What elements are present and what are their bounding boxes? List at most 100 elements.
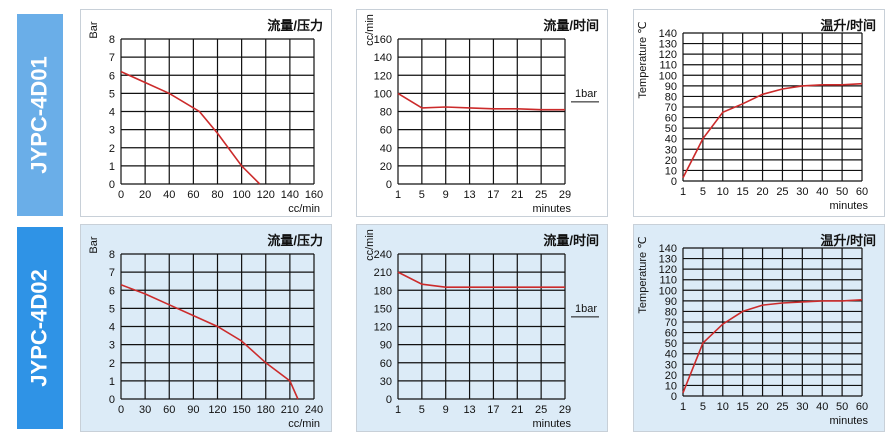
x-tick-label: 30: [139, 404, 151, 416]
x-tick-label: 30: [796, 186, 808, 198]
y-tick-label: 60: [380, 358, 392, 370]
x-tick-label: 20: [756, 401, 768, 413]
x-tick-label: 0: [118, 404, 124, 416]
chart-panel-4d01-flow: 1 5 9 13 17 21 25 29 0 20 40 60 80 100 120 140 160 流量/时间 m…: [356, 9, 608, 217]
x-tick-label: 100: [232, 189, 250, 201]
y-tick-label: 120: [374, 70, 392, 82]
x-tick-label: 10: [717, 401, 729, 413]
x-tick-label: 5: [700, 186, 706, 198]
y-axis-label: Temperature ℃: [637, 21, 649, 98]
y-tick-label: 2: [109, 143, 115, 155]
y-tick-label: 140: [659, 243, 677, 255]
y-tick-label: 240: [374, 249, 392, 261]
y-tick-label: 110: [659, 275, 677, 287]
y-tick-label: 100: [659, 70, 677, 82]
series-line: [682, 299, 863, 394]
y-tick-label: 70: [665, 102, 677, 114]
y-tick-label: 130: [659, 39, 677, 51]
y-tick-label: 70: [665, 317, 677, 329]
x-tick-label: 210: [281, 404, 299, 416]
x-tick-label: 9: [443, 189, 449, 201]
x-axis-label: minutes: [829, 415, 868, 427]
y-tick-label: 30: [665, 359, 677, 371]
y-axis-label: cc/min: [364, 229, 376, 261]
x-tick-label: 40: [816, 401, 828, 413]
y-tick-label: 7: [109, 52, 115, 64]
y-tick-label: 180: [374, 285, 392, 297]
y-tick-label: 4: [109, 322, 115, 334]
x-tick-label: 30: [796, 401, 808, 413]
x-tick-label: 40: [816, 186, 828, 198]
x-tick-label: 29: [559, 404, 571, 416]
chart-title: 流量/时间: [543, 233, 599, 248]
chart-title: 流量/时间: [543, 18, 599, 33]
chart-panel-4d02-temp: 1 5 10 15 20 25 30 40 50 60 0 10 20 30 40 50 60 70 80 90 100…: [633, 224, 885, 432]
y-tick-label: 6: [109, 285, 115, 297]
y-tick-label: 110: [659, 60, 677, 72]
x-tick-label: 60: [187, 189, 199, 201]
x-tick-label: 20: [756, 186, 768, 198]
row-label-text: JYPC-4D02: [27, 269, 53, 387]
x-tick-label: 13: [463, 189, 475, 201]
y-tick-label: 0: [386, 179, 392, 191]
x-tick-label: 0: [118, 189, 124, 201]
series-line: [397, 271, 565, 289]
y-tick-label: 80: [665, 306, 677, 318]
y-tick-label: 4: [109, 107, 115, 119]
y-tick-label: 5: [109, 88, 115, 100]
x-tick-label: 60: [856, 186, 868, 198]
y-tick-label: 0: [109, 179, 115, 191]
y-tick-label: 3: [109, 125, 115, 137]
y-tick-label: 140: [374, 52, 392, 64]
x-tick-label: 140: [281, 189, 299, 201]
y-tick-label: 50: [665, 123, 677, 135]
chart-panel-4d02-flow: 1 5 9 13 17 21 25 29 0 30 60 90 120 150 180 210 240 流量/时间…: [356, 224, 608, 432]
y-tick-label: 120: [659, 49, 677, 61]
x-tick-label: 1: [680, 186, 686, 198]
y-tick-label: 3: [109, 340, 115, 352]
y-tick-label: 120: [659, 264, 677, 276]
row-label-text: JYPC-4D01: [27, 56, 53, 174]
x-tick-label: 60: [856, 401, 868, 413]
x-axis-label: minutes: [829, 200, 868, 212]
series-line: [682, 82, 863, 179]
y-tick-label: 120: [374, 322, 392, 334]
chart-title: 温升/时间: [820, 233, 876, 248]
annotation-label: 1bar: [575, 88, 597, 100]
y-tick-label: 5: [109, 303, 115, 315]
x-tick-label: 80: [211, 189, 223, 201]
x-axis-label: minutes: [532, 418, 571, 430]
y-tick-label: 60: [380, 125, 392, 137]
x-tick-label: 1: [395, 404, 401, 416]
y-tick-label: 80: [665, 91, 677, 103]
y-tick-label: 90: [380, 340, 392, 352]
x-tick-label: 10: [717, 186, 729, 198]
x-tick-label: 160: [305, 189, 323, 201]
x-tick-label: 13: [463, 404, 475, 416]
y-tick-label: 40: [665, 349, 677, 361]
y-tick-label: 7: [109, 267, 115, 279]
y-axis-label: cc/min: [364, 14, 376, 46]
x-tick-label: 40: [163, 189, 175, 201]
x-tick-label: 21: [511, 404, 523, 416]
x-axis-label: cc/min: [288, 203, 320, 215]
x-tick-label: 25: [776, 186, 788, 198]
y-tick-label: 8: [109, 34, 115, 46]
x-tick-label: 29: [559, 189, 571, 201]
x-tick-label: 17: [487, 404, 499, 416]
x-tick-label: 25: [535, 404, 547, 416]
y-tick-label: 100: [374, 88, 392, 100]
x-tick-label: 5: [419, 404, 425, 416]
y-tick-label: 2: [109, 358, 115, 370]
chart-panel-4d01-temp: 1 5 10 15 20 25 30 40 50 60 0 10 20 30 40 50 60 70 80 90 100…: [633, 9, 885, 217]
x-tick-label: 150: [232, 404, 250, 416]
y-tick-label: 60: [665, 328, 677, 340]
y-tick-label: 20: [665, 370, 677, 382]
x-tick-label: 5: [700, 401, 706, 413]
y-tick-label: 80: [380, 107, 392, 119]
series-line: [120, 70, 261, 185]
y-tick-label: 20: [380, 161, 392, 173]
y-tick-label: 160: [374, 34, 392, 46]
y-tick-label: 6: [109, 70, 115, 82]
y-tick-label: 40: [380, 143, 392, 155]
